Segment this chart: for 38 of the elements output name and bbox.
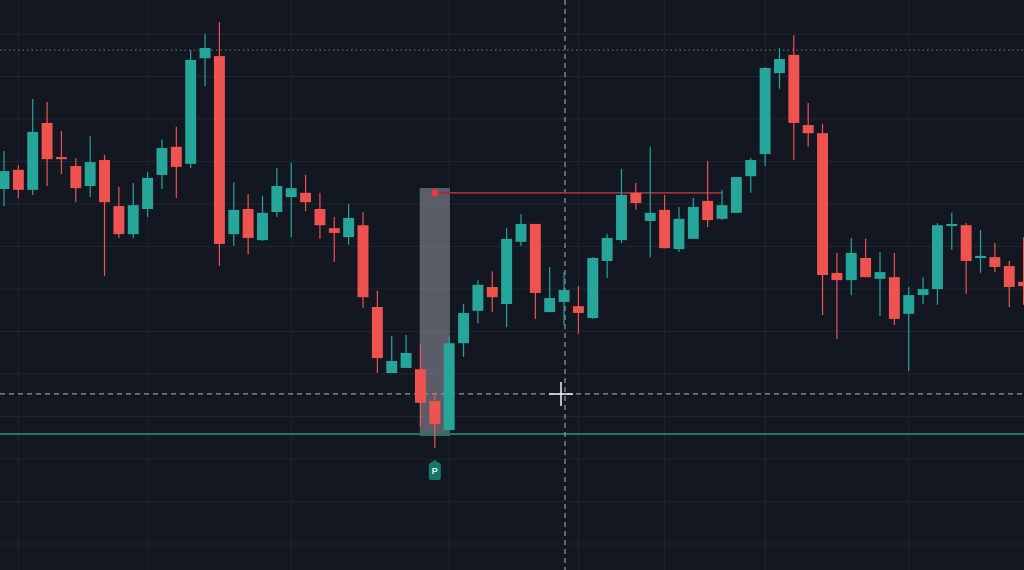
- candlestick: [917, 276, 929, 305]
- candlestick: [874, 251, 886, 317]
- candlestick: [70, 157, 82, 203]
- candlestick: [12, 164, 24, 199]
- candlestick: [716, 189, 728, 221]
- candlestick: [55, 130, 67, 175]
- candlestick: [300, 174, 312, 212]
- candlestick: [170, 126, 182, 199]
- candlestick: [702, 160, 714, 228]
- candlestick: [515, 213, 527, 247]
- candlestick: [630, 182, 642, 211]
- candlestick: [486, 270, 498, 313]
- candlestick: [558, 271, 570, 326]
- candlestick: [975, 229, 986, 274]
- candlestick: [285, 162, 297, 238]
- candlestick: [802, 102, 814, 148]
- text: P: [431, 466, 438, 476]
- candlestick: [400, 334, 412, 369]
- candlestick: [860, 238, 872, 278]
- candlestick: [386, 335, 398, 374]
- candlestick: [903, 286, 915, 372]
- candlestick: [601, 233, 613, 279]
- candlestick: [831, 252, 843, 340]
- candlestick: [644, 146, 656, 258]
- candlestick: [199, 33, 211, 87]
- candlestick: [314, 192, 326, 240]
- candlestick: [328, 216, 340, 263]
- candlestick: [1003, 260, 1015, 308]
- candlestick: [989, 242, 1001, 273]
- candlestick: [572, 285, 584, 335]
- candlestick: [343, 203, 355, 246]
- candlestick: [774, 47, 785, 90]
- candlestick: [946, 212, 958, 251]
- candlestick: [0, 150, 10, 207]
- candlestick: [429, 393, 441, 449]
- candlestick: [745, 157, 757, 194]
- candlestick: [84, 135, 96, 198]
- candlestick: [544, 266, 556, 313]
